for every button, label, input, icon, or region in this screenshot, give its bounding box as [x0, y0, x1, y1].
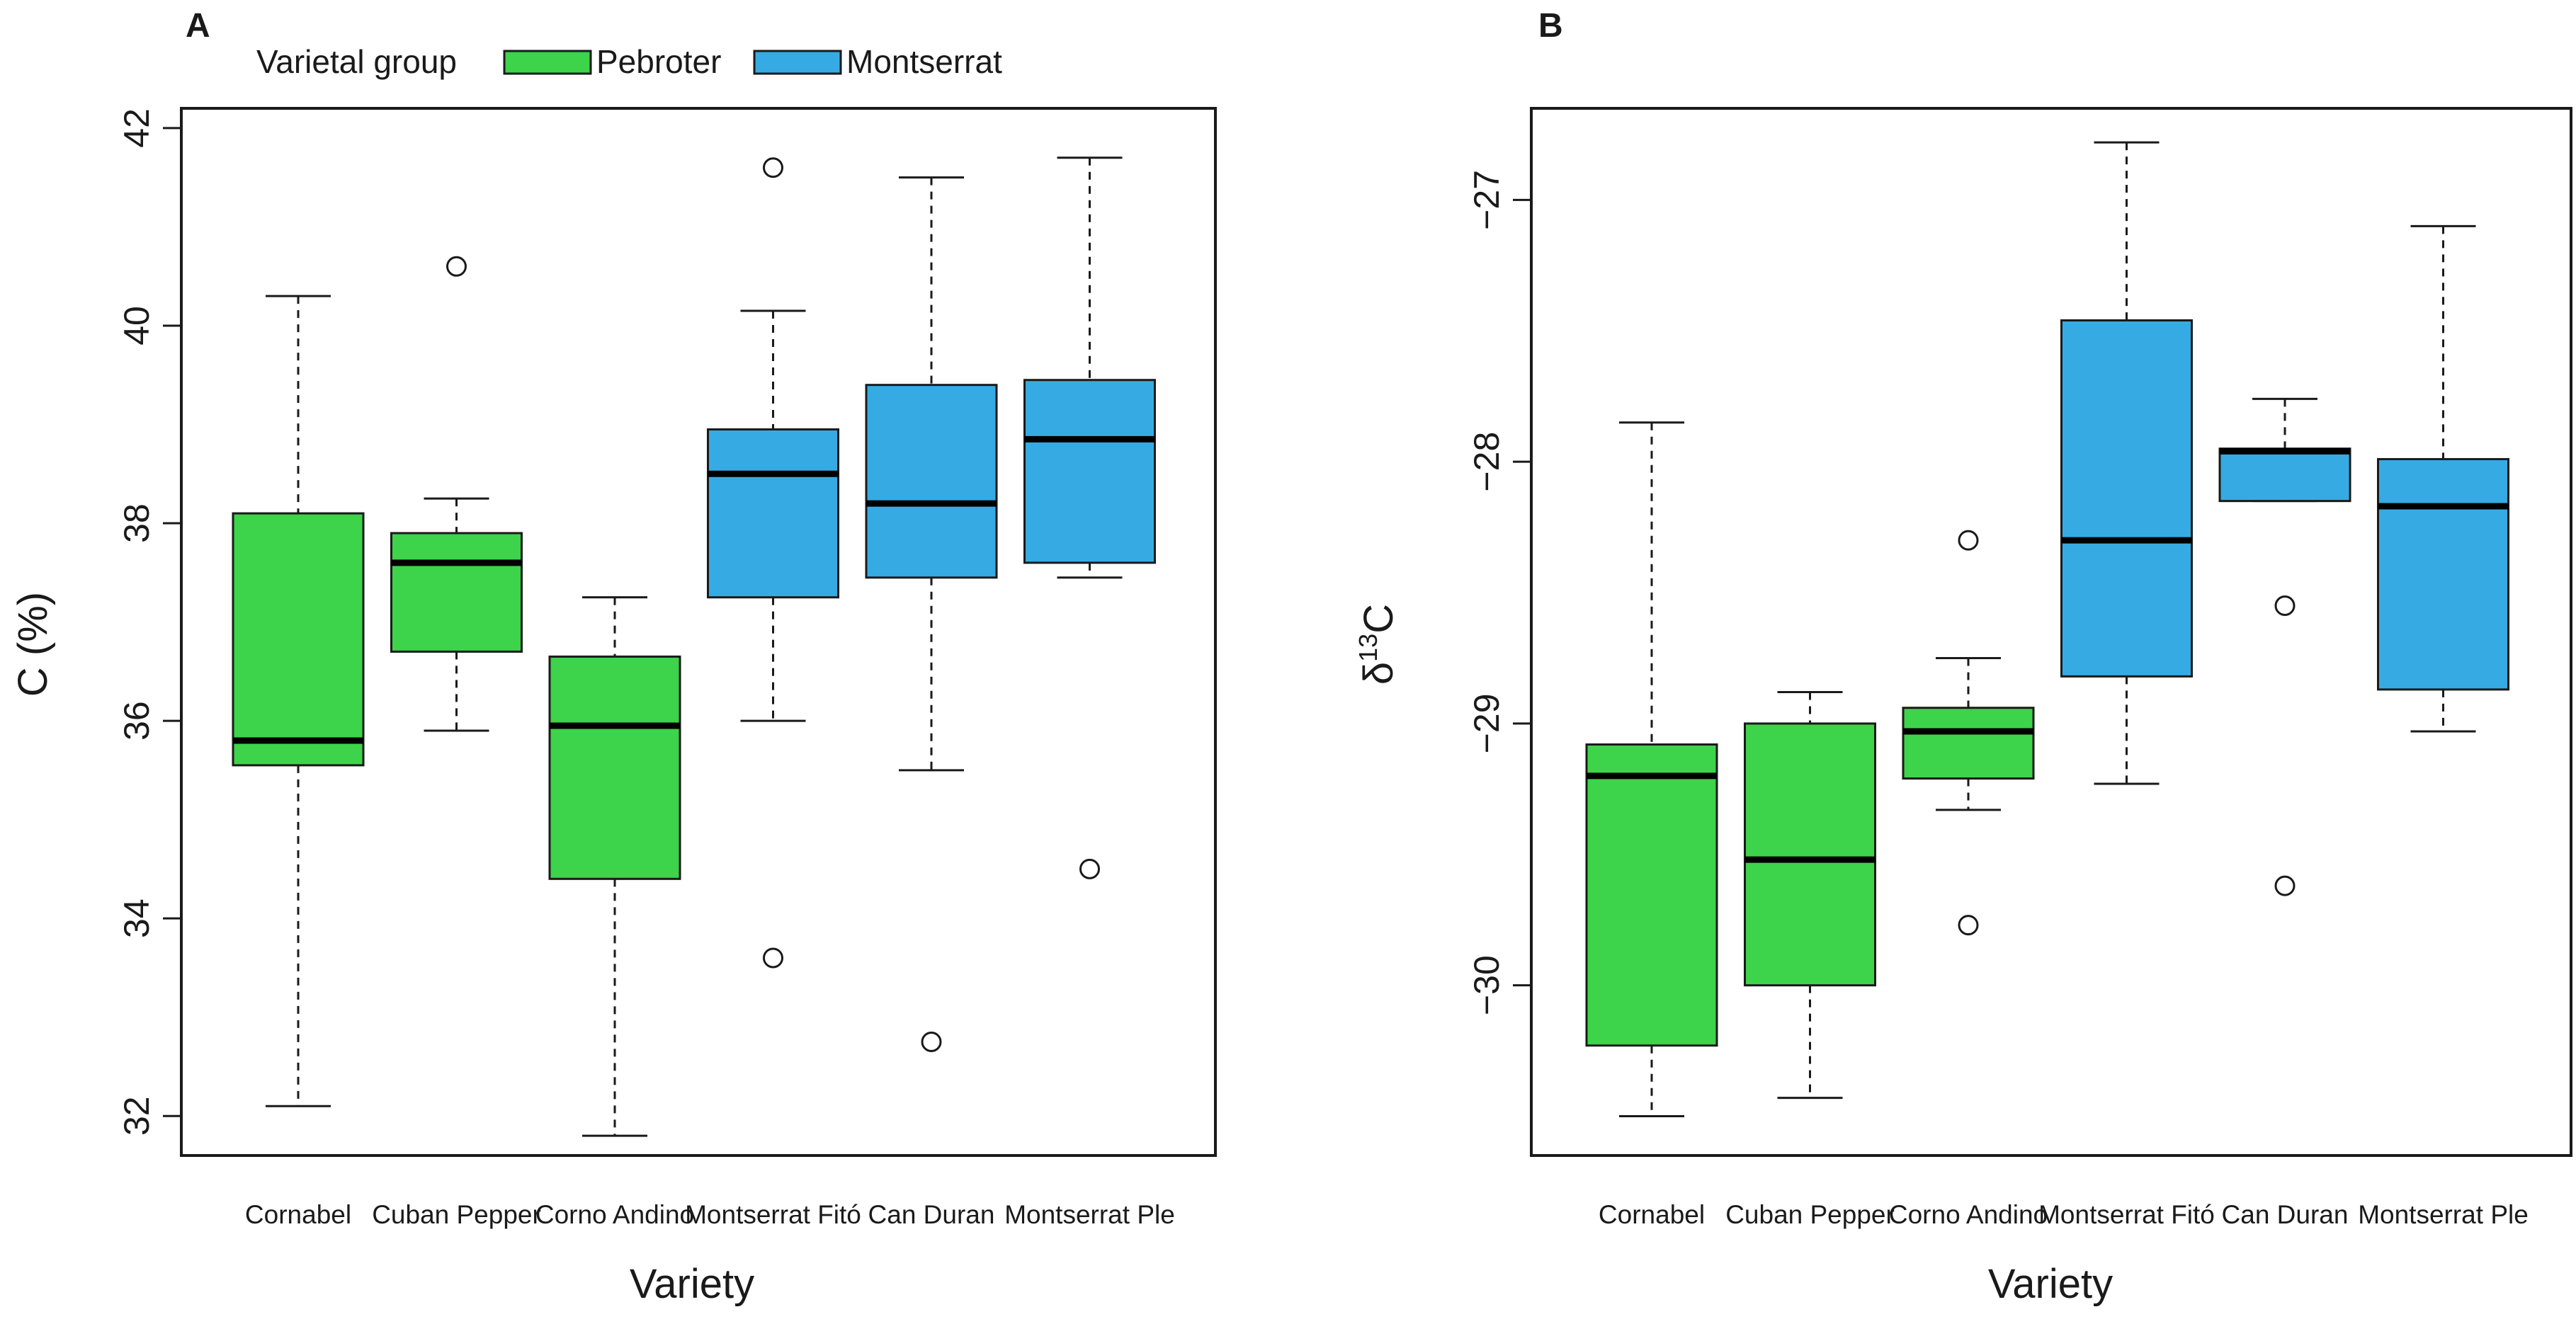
panel-a-y-tick-label: 32: [117, 1096, 157, 1136]
panel-a-y-tick-label: 34: [117, 898, 157, 938]
panel-b-box-body: [2218, 447, 2351, 503]
panel-b-y-axis-title-delta: δ: [1356, 662, 1402, 685]
panel-a-y-tick-label: 36: [117, 701, 157, 741]
panel-a-box-can-duran: [865, 176, 998, 1053]
panel-b-category-label: Corno Andino: [1889, 1200, 2048, 1229]
panel-b-x-axis-title: Variety: [1988, 1261, 2113, 1307]
panel-b-box-corno-andino: [1902, 530, 2035, 936]
legend-swatch-montserrat: [753, 50, 842, 75]
panel-a-box-cuban-pepper: [390, 256, 523, 732]
panel-b-box-montserrat-fito: [2060, 141, 2193, 785]
panel-a-outlier-point: [763, 947, 783, 969]
panel-a-box-body: [390, 532, 523, 653]
panel-b-box-body: [1744, 722, 1876, 987]
panel-a-box-body: [1023, 379, 1156, 564]
panel-a-category-label: Cornabel: [245, 1200, 351, 1229]
panel-a-category-label: Cuban Pepper: [372, 1200, 541, 1229]
panel-b-category-label: Cuban Pepper: [1725, 1200, 1895, 1229]
panel-b-box-cuban-pepper: [1744, 691, 1876, 1100]
panel-b-plot-frame: [1530, 107, 2572, 1157]
panel-a-category-label: Can Duran: [868, 1200, 995, 1229]
panel-a-letter: A: [186, 7, 210, 45]
panel-a-y-tick-label: 38: [117, 503, 157, 543]
panel-b-y-tick-label: −29: [1467, 693, 1507, 753]
panel-b-y-tick-label: −28: [1467, 432, 1507, 492]
panel-a-category-label: Corno Andino: [535, 1200, 694, 1229]
panel-a-outlier-point: [446, 256, 467, 277]
panel-b-outlier-point: [2274, 875, 2296, 896]
panel-a-y-axis-title: C (%): [10, 592, 56, 697]
panel-b-box-montserrat-ple: [2377, 224, 2509, 733]
panel-b-category-label: Cornabel: [1599, 1200, 1705, 1229]
panel-b-box-body: [1585, 743, 1718, 1047]
panel-b-box-body: [2377, 457, 2509, 691]
panel-b-outlier-point: [2274, 595, 2296, 617]
panel-b: B −30 −29 −28 −27 Cornabel Cuban PepperCorno …: [1354, 7, 2572, 1307]
panel-a-x-axis-title: Variety: [630, 1261, 754, 1307]
panel-a-y-tick-label: 40: [117, 306, 157, 346]
panel-a-plot-frame: [180, 107, 1217, 1157]
panel-b-y-axis-title: δ13C: [1354, 604, 1402, 685]
panel-a-category-label: Montserrat Fitó: [685, 1200, 861, 1229]
panel-a: A 32 34 36 38 40 42 Cornabel Cuban PepperCorno …: [10, 7, 1217, 1307]
panel-a-box-body: [232, 512, 365, 767]
panel-b-box-body: [1902, 707, 2035, 780]
panel-a-box-cornabel: [232, 295, 365, 1107]
panel-b-box-can-duran: [2218, 397, 2351, 896]
panel-a-box-corno-andino: [548, 596, 681, 1137]
panel-a-box-body: [865, 384, 998, 579]
panel-b-category-label: Montserrat Fitó: [2038, 1200, 2215, 1229]
legend-label-montserrat: Montserrat: [846, 43, 1002, 80]
panel-a-outlier-point: [763, 157, 783, 178]
legend-swatch-pebroter: [503, 50, 592, 75]
panel-a-outlier-point: [921, 1032, 942, 1053]
legend: Varietal group Pebroter Montserrat: [256, 43, 1002, 80]
panel-b-y-tick-label: −27: [1467, 170, 1507, 230]
panel-a-box-body: [548, 655, 681, 880]
panel-b-box-body: [2060, 319, 2193, 678]
panel-a-outlier-point: [1079, 858, 1100, 879]
panel-a-box-montserrat-ple: [1023, 156, 1156, 879]
panel-b-outlier-point: [1958, 915, 1979, 936]
panel-b-y-axis-title-superscript: 13: [1354, 634, 1383, 662]
panel-a-y-tick-label: 42: [117, 108, 157, 148]
panel-a-box-montserrat-fito: [707, 157, 839, 969]
panel-b-letter: B: [1538, 7, 1563, 45]
panel-b-box-cornabel: [1585, 421, 1718, 1118]
panel-a-category-label: Montserrat Ple: [1004, 1200, 1175, 1229]
legend-title: Varietal group: [256, 43, 457, 80]
panel-b-category-label: Can Duran: [2222, 1200, 2349, 1229]
panel-a-box-body: [707, 428, 839, 599]
panel-b-outlier-point: [1958, 530, 1979, 551]
panel-b-y-tick-label: −30: [1467, 955, 1507, 1015]
panel-b-y-axis-title-element: C: [1356, 604, 1402, 634]
panel-b-category-label: Montserrat Ple: [2358, 1200, 2529, 1229]
legend-label-pebroter: Pebroter: [596, 43, 721, 80]
